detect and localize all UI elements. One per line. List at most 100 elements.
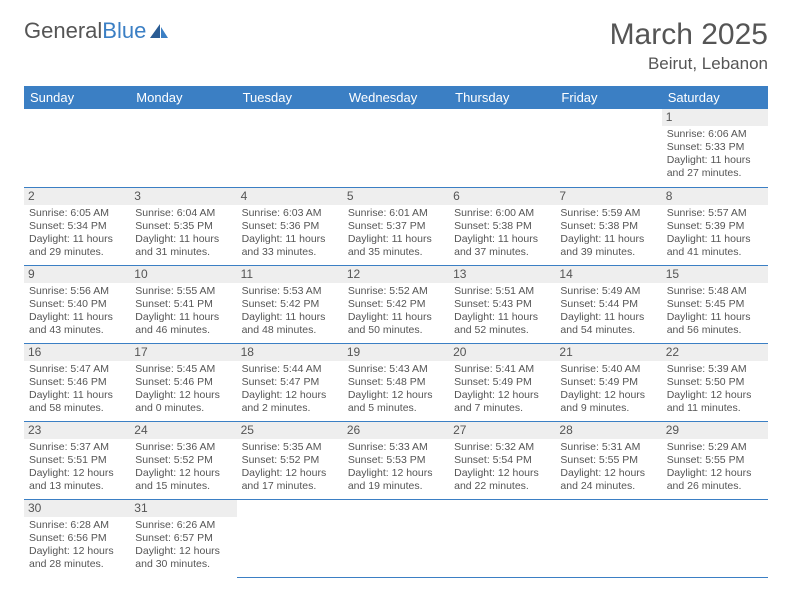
day-header: Tuesday <box>237 86 343 109</box>
calendar-cell <box>24 109 130 187</box>
calendar-cell: 23Sunrise: 5:37 AMSunset: 5:51 PMDayligh… <box>24 421 130 499</box>
calendar-cell: 20Sunrise: 5:41 AMSunset: 5:49 PMDayligh… <box>449 343 555 421</box>
sun-info: Sunrise: 6:03 AMSunset: 5:36 PMDaylight:… <box>241 207 339 260</box>
sail-icon <box>148 22 170 40</box>
day-number: 1 <box>662 109 768 126</box>
sun-info: Sunrise: 5:48 AMSunset: 5:45 PMDaylight:… <box>666 285 764 338</box>
sun-info: Sunrise: 5:43 AMSunset: 5:48 PMDaylight:… <box>347 363 445 416</box>
day-number: 7 <box>555 188 661 205</box>
sun-info: Sunrise: 5:45 AMSunset: 5:46 PMDaylight:… <box>134 363 232 416</box>
day-header: Sunday <box>24 86 130 109</box>
calendar-week: 30Sunrise: 6:28 AMSunset: 6:56 PMDayligh… <box>24 499 768 577</box>
sun-info: Sunrise: 5:49 AMSunset: 5:44 PMDaylight:… <box>559 285 657 338</box>
day-number: 6 <box>449 188 555 205</box>
calendar-cell: 21 Sunrise: 5:40 AMSunset: 5:49 PMDayligh… <box>555 343 661 421</box>
calendar-cell: 12Sunrise: 5:52 AMSunset: 5:42 PMDayligh… <box>343 265 449 343</box>
calendar-cell: 9Sunrise: 5:56 AMSunset: 5:40 PMDaylight… <box>24 265 130 343</box>
sun-info: Sunrise: 5:39 AMSunset: 5:50 PMDaylight:… <box>666 363 764 416</box>
day-number: 26 <box>343 422 449 439</box>
day-number: 29 <box>662 422 768 439</box>
sun-info: Sunrise: 5:52 AMSunset: 5:42 PMDaylight:… <box>347 285 445 338</box>
day-header: Friday <box>555 86 661 109</box>
sun-info: Sunrise: 5:56 AMSunset: 5:40 PMDaylight:… <box>28 285 126 338</box>
sun-info: Sunrise: 5:33 AMSunset: 5:53 PMDaylight:… <box>347 441 445 494</box>
sun-info: Sunrise: 6:01 AMSunset: 5:37 PMDaylight:… <box>347 207 445 260</box>
sun-info: Sunrise: 6:00 AMSunset: 5:38 PMDaylight:… <box>453 207 551 260</box>
day-number: 15 <box>662 266 768 283</box>
day-header: Monday <box>130 86 236 109</box>
sun-info: Sunrise: 6:05 AMSunset: 5:34 PMDaylight:… <box>28 207 126 260</box>
calendar-cell <box>449 499 555 577</box>
calendar-table: SundayMondayTuesdayWednesdayThursdayFrid… <box>24 86 768 578</box>
month-title: March 2025 <box>610 18 768 52</box>
day-number: 5 <box>343 188 449 205</box>
calendar-cell: 5 Sunrise: 6:01 AMSunset: 5:37 PMDaylight… <box>343 187 449 265</box>
day-number: 4 <box>237 188 343 205</box>
calendar-cell <box>662 499 768 577</box>
sun-info: Sunrise: 5:47 AMSunset: 5:46 PMDaylight:… <box>28 363 126 416</box>
title-block: March 2025 Beirut, Lebanon <box>610 18 768 74</box>
calendar-week: 23Sunrise: 5:37 AMSunset: 5:51 PMDayligh… <box>24 421 768 499</box>
sun-info: Sunrise: 5:57 AMSunset: 5:39 PMDaylight:… <box>666 207 764 260</box>
day-number: 11 <box>237 266 343 283</box>
day-number: 14 <box>555 266 661 283</box>
day-number: 2 <box>24 188 130 205</box>
sun-info: Sunrise: 5:40 AMSunset: 5:49 PMDaylight:… <box>559 363 657 416</box>
calendar-cell: 14 Sunrise: 5:49 AMSunset: 5:44 PMDayligh… <box>555 265 661 343</box>
calendar-week: 2 Sunrise: 6:05 AMSunset: 5:34 PMDaylight… <box>24 187 768 265</box>
day-number: 17 <box>130 344 236 361</box>
calendar-cell: 22 Sunrise: 5:39 AMSunset: 5:50 PMDayligh… <box>662 343 768 421</box>
day-number: 30 <box>24 500 130 517</box>
calendar-cell: 7Sunrise: 5:59 AMSunset: 5:38 PMDaylight… <box>555 187 661 265</box>
calendar-cell: 29 Sunrise: 5:29 AMSunset: 5:55 PMDayligh… <box>662 421 768 499</box>
calendar-cell: 24 Sunrise: 5:36 AMSunset: 5:52 PMDayligh… <box>130 421 236 499</box>
calendar-week: 16 Sunrise: 5:47 AMSunset: 5:46 PMDayligh… <box>24 343 768 421</box>
calendar-cell: 10Sunrise: 5:55 AMSunset: 5:41 PMDayligh… <box>130 265 236 343</box>
calendar-week: 9Sunrise: 5:56 AMSunset: 5:40 PMDaylight… <box>24 265 768 343</box>
calendar-cell <box>237 499 343 577</box>
calendar-cell <box>449 109 555 187</box>
day-number: 19 <box>343 344 449 361</box>
calendar-cell: 25 Sunrise: 5:35 AMSunset: 5:52 PMDayligh… <box>237 421 343 499</box>
calendar-cell: 31Sunrise: 6:26 AMSunset: 6:57 PMDayligh… <box>130 499 236 577</box>
calendar-cell: 19 Sunrise: 5:43 AMSunset: 5:48 PMDayligh… <box>343 343 449 421</box>
sun-info: Sunrise: 5:35 AMSunset: 5:52 PMDaylight:… <box>241 441 339 494</box>
day-number: 10 <box>130 266 236 283</box>
calendar-cell <box>130 109 236 187</box>
sun-info: Sunrise: 5:41 AMSunset: 5:49 PMDaylight:… <box>453 363 551 416</box>
sun-info: Sunrise: 5:44 AMSunset: 5:47 PMDaylight:… <box>241 363 339 416</box>
day-number: 18 <box>237 344 343 361</box>
day-number: 3 <box>130 188 236 205</box>
day-number: 25 <box>237 422 343 439</box>
calendar-cell <box>555 499 661 577</box>
calendar-cell <box>555 109 661 187</box>
day-number: 24 <box>130 422 236 439</box>
calendar-week: 1Sunrise: 6:06 AMSunset: 5:33 PMDaylight… <box>24 109 768 187</box>
calendar-cell: 17 Sunrise: 5:45 AMSunset: 5:46 PMDayligh… <box>130 343 236 421</box>
calendar-cell: 11 Sunrise: 5:53 AMSunset: 5:42 PMDayligh… <box>237 265 343 343</box>
day-number: 16 <box>24 344 130 361</box>
sun-info: Sunrise: 6:26 AMSunset: 6:57 PMDaylight:… <box>134 519 232 572</box>
sun-info: Sunrise: 5:53 AMSunset: 5:42 PMDaylight:… <box>241 285 339 338</box>
day-header: Thursday <box>449 86 555 109</box>
brand-part1: General <box>24 18 102 44</box>
calendar-cell: 15 Sunrise: 5:48 AMSunset: 5:45 PMDayligh… <box>662 265 768 343</box>
location: Beirut, Lebanon <box>610 54 768 74</box>
brand-logo: GeneralBlue <box>24 18 170 44</box>
day-number: 13 <box>449 266 555 283</box>
sun-info: Sunrise: 5:29 AMSunset: 5:55 PMDaylight:… <box>666 441 764 494</box>
calendar-cell: 28Sunrise: 5:31 AMSunset: 5:55 PMDayligh… <box>555 421 661 499</box>
day-number: 23 <box>24 422 130 439</box>
calendar-cell: 2 Sunrise: 6:05 AMSunset: 5:34 PMDaylight… <box>24 187 130 265</box>
calendar-cell <box>343 109 449 187</box>
sun-info: Sunrise: 5:36 AMSunset: 5:52 PMDaylight:… <box>134 441 232 494</box>
day-number: 22 <box>662 344 768 361</box>
calendar-cell: 18 Sunrise: 5:44 AMSunset: 5:47 PMDayligh… <box>237 343 343 421</box>
calendar-cell: 1Sunrise: 6:06 AMSunset: 5:33 PMDaylight… <box>662 109 768 187</box>
calendar-cell <box>237 109 343 187</box>
calendar-cell: 27Sunrise: 5:32 AMSunset: 5:54 PMDayligh… <box>449 421 555 499</box>
calendar-cell: 30Sunrise: 6:28 AMSunset: 6:56 PMDayligh… <box>24 499 130 577</box>
brand-part2: Blue <box>102 18 146 44</box>
day-number: 21 <box>555 344 661 361</box>
calendar-header-row: SundayMondayTuesdayWednesdayThursdayFrid… <box>24 86 768 109</box>
